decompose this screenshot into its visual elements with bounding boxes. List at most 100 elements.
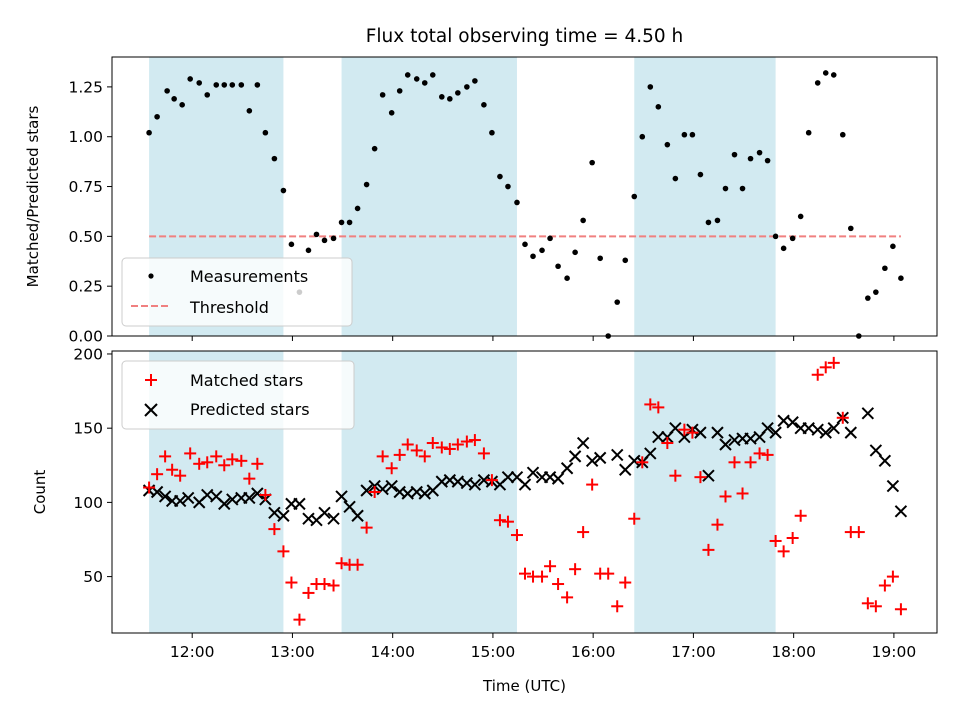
measurements-legend-label: Measurements — [190, 267, 308, 286]
measurement-point — [472, 78, 478, 84]
matched-stars-point — [644, 398, 657, 411]
matched-stars-point — [318, 578, 331, 591]
top-x-axis-ticks — [191, 336, 895, 341]
measurement-point — [689, 131, 696, 138]
bottom-axes-frame — [111, 350, 938, 634]
matched-stars-point — [435, 441, 448, 454]
matched-stars-point — [174, 469, 187, 482]
measurement-point — [681, 131, 688, 138]
matched-stars-point — [861, 597, 874, 610]
measurement-point — [330, 235, 337, 242]
measurement-point — [280, 187, 287, 194]
measurement-point — [204, 92, 211, 98]
matched-legend-marker — [145, 374, 157, 386]
measurement-point — [622, 257, 629, 264]
matched-stars-point — [619, 576, 632, 589]
predicted-stars-point — [878, 454, 892, 468]
matched-stars-point — [235, 454, 248, 467]
top-axes-frame — [111, 56, 938, 337]
matched-stars-point — [728, 456, 741, 469]
matched-stars-point — [719, 490, 732, 503]
matched-stars-point — [426, 437, 439, 450]
measurement-point — [305, 247, 312, 254]
matched-stars-point — [869, 600, 882, 613]
measurement-point — [697, 171, 704, 178]
predicted-stars-point — [644, 447, 657, 460]
y-tick-label: 0.75 — [68, 178, 103, 196]
measurement-point — [672, 175, 679, 182]
measurement-point — [722, 185, 729, 192]
measurement-point — [313, 231, 320, 238]
predicted-stars-point — [518, 478, 532, 491]
matched-stars-point — [878, 579, 891, 592]
measurement-point — [822, 70, 829, 76]
matched-stars-point — [519, 567, 532, 580]
matched-stars-point — [166, 463, 179, 476]
matched-stars-point — [460, 435, 473, 448]
predicted-stars-point — [181, 491, 195, 505]
predicted-stars-point — [218, 497, 231, 511]
predicted-stars-point — [318, 506, 331, 519]
bottom-legend-box — [121, 360, 355, 430]
x-tick-label: 18:00 — [771, 643, 816, 661]
measurement-point — [764, 157, 771, 164]
y-tick-label: 0.50 — [68, 228, 103, 246]
measurement-point — [572, 249, 578, 256]
matched-stars-point — [410, 444, 423, 457]
measurement-point — [447, 96, 453, 102]
matched-stars-point — [210, 450, 223, 463]
measurement-point — [522, 241, 528, 248]
predicted-stars-point — [251, 487, 264, 500]
measurement-point — [797, 213, 804, 220]
matched-stars-point — [736, 487, 749, 500]
y-tick-label: 200 — [73, 345, 103, 363]
measurement-point — [187, 76, 193, 82]
matched-stars-point — [761, 448, 774, 461]
measurement-point — [262, 129, 269, 136]
matched-stars-point — [393, 448, 406, 461]
measurement-point — [404, 72, 411, 78]
predicted-stars-point — [694, 426, 707, 439]
measurement-point — [714, 217, 721, 224]
shaded-interval-2 — [634, 57, 776, 336]
measurement-point — [898, 275, 904, 282]
predicted-stars-points — [142, 407, 908, 527]
matched-stars-point — [794, 509, 807, 522]
matched-stars-point — [376, 450, 389, 463]
matched-stars-point — [418, 450, 431, 463]
bottom-legend: Matched stars Predicted stars — [121, 360, 355, 430]
top-y-axis-ticks: 0.00 0.25 0.50 0.75 1.00 1.25 — [68, 78, 112, 346]
matched-stars-point — [401, 438, 414, 451]
matched-stars-point — [493, 514, 506, 527]
matched-stars-point — [852, 526, 865, 539]
measurement-point — [772, 233, 779, 240]
predicted-stars-point — [576, 436, 590, 450]
measurement-point — [363, 181, 370, 188]
measurement-point — [530, 253, 536, 260]
matched-stars-point — [669, 469, 682, 482]
matched-stars-point — [201, 456, 214, 469]
measurement-point — [873, 289, 879, 295]
predicted-stars-point — [327, 512, 340, 525]
predicted-stars-point — [886, 479, 900, 493]
measurements-legend-marker — [148, 273, 154, 279]
matched-stars-points — [143, 356, 907, 626]
measurement-point — [354, 205, 361, 212]
predicted-stars-point — [526, 466, 540, 479]
measurement-point — [547, 235, 553, 242]
predicted-stars-point — [268, 506, 281, 519]
measurement-point — [814, 80, 821, 86]
measurement-point — [321, 237, 328, 244]
matched-stars-point — [636, 456, 649, 469]
predicted-stars-point — [158, 490, 172, 503]
measurement-point — [179, 102, 185, 108]
bottom-y-axis-label: Count — [31, 470, 49, 515]
matched-stars-point — [686, 426, 699, 439]
x-tick-label: 16:00 — [571, 643, 616, 661]
x-axis-label: Time (UTC) — [482, 677, 566, 695]
matched-stars-point — [886, 570, 899, 583]
measurement-point — [639, 133, 646, 140]
predicted-stars-point — [861, 407, 875, 420]
measurement-point — [664, 141, 671, 148]
predicted-stars-point — [652, 430, 665, 444]
